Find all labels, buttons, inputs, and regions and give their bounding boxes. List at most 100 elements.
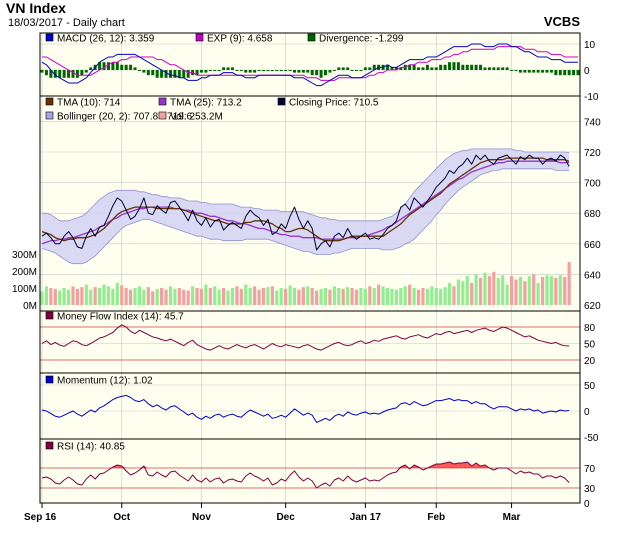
- divergence-bar: [71, 70, 75, 78]
- volume-bar: [359, 288, 363, 305]
- volume-bar: [514, 279, 518, 305]
- divergence-bar: [226, 67, 230, 70]
- divergence-bar: [510, 70, 514, 71]
- volume-bar: [354, 289, 359, 305]
- rsi-line: [41, 461, 570, 489]
- divergence-bar: [257, 70, 261, 71]
- divergence-bar: [142, 70, 146, 73]
- x-tick-label: Feb: [427, 512, 445, 523]
- volume-bar: [217, 289, 221, 305]
- divergence-bar: [332, 70, 336, 71]
- momentum-ytick: 0: [584, 407, 590, 418]
- legend-label: Vol: 253.2M: [170, 112, 223, 123]
- volume-bar: [465, 276, 469, 305]
- divergence-bar: [213, 70, 217, 71]
- legend-swatch: [45, 111, 54, 120]
- rsi-panel: RSI (14): 40.85: [39, 438, 581, 504]
- price-ytick: 660: [584, 240, 601, 251]
- x-tick-label: Dec: [276, 512, 295, 523]
- macd-ytick: 10: [584, 40, 596, 51]
- legend-swatch: [45, 311, 54, 320]
- divergence-bar: [120, 64, 124, 70]
- divergence-bar: [448, 62, 452, 70]
- volume-bar: [204, 284, 208, 305]
- panel-background: [40, 311, 580, 373]
- divergence-bar: [572, 70, 576, 76]
- divergence-bar: [306, 70, 310, 73]
- volume-bar: [501, 275, 505, 305]
- volume-bar: [164, 289, 168, 305]
- divergence-bar: [129, 64, 133, 70]
- divergence-bar: [558, 70, 562, 76]
- volume-bar: [279, 288, 283, 305]
- volume-bar: [49, 288, 53, 305]
- divergence-bar: [399, 67, 403, 70]
- volume-bar: [328, 289, 332, 305]
- volume-bar: [111, 288, 115, 305]
- legend-swatch: [158, 111, 167, 120]
- volume-bar: [80, 287, 84, 305]
- volume-bar: [62, 288, 66, 305]
- divergence-bar: [421, 67, 425, 70]
- volume-bar: [222, 288, 226, 305]
- volume-bar: [75, 288, 80, 305]
- divergence-bar: [164, 70, 168, 78]
- divergence-bar: [341, 67, 345, 70]
- volume-bar: [461, 281, 465, 305]
- volume-bar: [292, 288, 297, 305]
- divergence-bar: [501, 67, 505, 70]
- divergence-bar: [487, 67, 491, 70]
- volume-bar: [244, 284, 248, 305]
- volume-bar: [399, 288, 403, 305]
- rsi-ytick: 70: [584, 464, 596, 475]
- volume-bar: [368, 286, 372, 305]
- divergence-bar: [53, 70, 57, 78]
- divergence-bar: [532, 70, 536, 73]
- divergence-bar: [368, 67, 372, 70]
- divergence-bar: [49, 70, 53, 78]
- divergence-bar: [217, 70, 221, 71]
- brand-label: VCBS: [543, 14, 580, 29]
- closing-price-line: [41, 154, 570, 251]
- mfi-ytick: 20: [584, 356, 596, 367]
- divergence-bar: [372, 64, 376, 70]
- volume-bar: [474, 274, 478, 305]
- volume-bar: [385, 288, 390, 305]
- volume-bar: [53, 288, 57, 305]
- volume-bar: [421, 288, 425, 305]
- mfi-panel: Money Flow Index (14): 45.7: [39, 310, 581, 374]
- divergence-bar: [394, 67, 398, 70]
- volume-bar: [284, 288, 288, 305]
- divergence-bar: [222, 67, 226, 70]
- volume-bar: [288, 285, 292, 305]
- divergence-bar: [137, 70, 141, 71]
- divergence-bar: [452, 62, 456, 70]
- volume-bar: [434, 288, 438, 305]
- divergence-bar: [67, 70, 71, 78]
- rsi-ytick: 30: [584, 484, 596, 495]
- divergence-bar: [514, 70, 518, 71]
- rsi-overbought-fill: [462, 462, 468, 468]
- price-panel: TMA (10): 714 TMA (25): 713.2 Closing Pric…: [39, 95, 581, 312]
- price-ytick: 680: [584, 209, 601, 220]
- tma10-line: [41, 157, 570, 242]
- divergence-bar: [244, 70, 248, 73]
- divergence-bar: [160, 70, 164, 78]
- volume-bar: [115, 282, 119, 305]
- volume-bar: [239, 288, 243, 305]
- mfi-line: [41, 324, 570, 351]
- volume-bar: [416, 289, 421, 305]
- divergence-bar: [248, 70, 252, 73]
- volume-bar: [155, 288, 159, 305]
- divergence-bar: [567, 70, 571, 76]
- volume-bar: [408, 284, 412, 305]
- volume-bar: [84, 284, 88, 305]
- macd-ytick: 0: [584, 66, 590, 77]
- divergence-bar: [563, 70, 567, 76]
- legend-label: Money Flow Index (14): 45.7: [57, 312, 184, 323]
- volume-bar: [168, 286, 173, 305]
- volume-bar: [310, 288, 314, 305]
- bollinger-band: [42, 148, 570, 264]
- divergence-bar: [319, 70, 323, 78]
- volume-bar: [452, 286, 456, 305]
